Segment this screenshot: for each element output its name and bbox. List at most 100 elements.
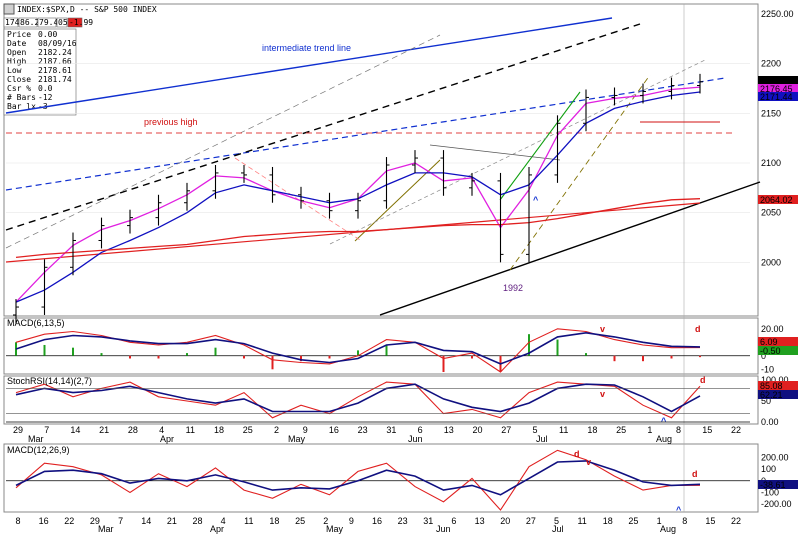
x-bottom-day: 9 bbox=[349, 516, 354, 526]
info-label: Csr % bbox=[7, 84, 31, 93]
x-bottom-day: 14 bbox=[141, 516, 151, 526]
trend-line bbox=[379, 181, 761, 316]
macd2-panel-frame bbox=[3, 443, 759, 513]
info-value: 0.00 bbox=[38, 30, 57, 39]
x-mid-day: 22 bbox=[731, 425, 741, 435]
info-box-bg bbox=[3, 28, 77, 116]
trend-line bbox=[5, 77, 726, 191]
mini-cell bbox=[56, 17, 68, 28]
x-bottom-day: 28 bbox=[192, 516, 202, 526]
price-badge-value: 2171.44 bbox=[760, 92, 793, 102]
macd2-tick-label: 100 bbox=[761, 464, 776, 474]
macd-signal-line bbox=[15, 331, 701, 365]
macd2-panel bbox=[6, 449, 750, 511]
macd-badge bbox=[758, 346, 798, 355]
trend-line bbox=[499, 91, 581, 201]
x-mid-day: 6 bbox=[418, 425, 423, 435]
x-bottom-day: 18 bbox=[269, 516, 279, 526]
chart-title: INDEX:$SPX,D -- S&P 500 INDEX bbox=[17, 5, 157, 14]
price-badge-value: 2176.45 bbox=[760, 84, 793, 94]
price-badge bbox=[758, 195, 798, 204]
x-bottom-day: 5 bbox=[554, 516, 559, 526]
x-bottom-month: Mar bbox=[98, 524, 114, 534]
x-mid-day: 31 bbox=[386, 425, 396, 435]
macd-badge bbox=[758, 337, 798, 346]
x-bottom-day: 11 bbox=[577, 516, 586, 526]
macd2-tick-label: -200.00 bbox=[761, 499, 792, 509]
mini-cell-value: 174 bbox=[5, 18, 20, 27]
x-mid-day: 21 bbox=[99, 425, 109, 435]
x-bottom-day: 27 bbox=[526, 516, 536, 526]
macd2-tick-label: 200.00 bbox=[761, 452, 789, 462]
price-tick-label: 2100 bbox=[761, 158, 781, 168]
x-bottom-day: 13 bbox=[475, 516, 485, 526]
macd-panel bbox=[6, 328, 750, 373]
macd-tick-label: 0 bbox=[761, 351, 766, 361]
trend-line bbox=[5, 23, 641, 231]
x-bottom-month: Jul bbox=[552, 524, 564, 534]
x-bottom-day: 23 bbox=[398, 516, 408, 526]
x-mid-month: Aug bbox=[656, 434, 672, 444]
mini-cell-value: 05 bbox=[58, 18, 68, 27]
window-icon[interactable] bbox=[3, 3, 15, 15]
x-bottom-day: 1 bbox=[657, 516, 662, 526]
long-ma-line bbox=[15, 198, 701, 259]
info-value: 2181.74 bbox=[38, 75, 72, 84]
stoch-y-axis: 100.00 50 0.00 bbox=[761, 375, 789, 427]
x-axis-bottom: 8 16 22 29 7 14 21 28 4 11 18 25 2 9 16 23 31 6 13 20 27 5 11 1… bbox=[15, 516, 741, 534]
x-mid-day: 1 bbox=[647, 425, 652, 435]
x-bottom-day: 20 bbox=[500, 516, 510, 526]
x-bottom-day: 31 bbox=[423, 516, 433, 526]
x-mid-day: 18 bbox=[587, 425, 597, 435]
x-bottom-day: 11 bbox=[244, 516, 253, 526]
macd2-title: MACD(12,26,9) bbox=[7, 445, 70, 455]
stoch-badge bbox=[758, 381, 798, 390]
stoch-badge bbox=[758, 390, 798, 399]
stoch-v-marker: v bbox=[600, 389, 605, 399]
macd2-d1-marker: d bbox=[574, 449, 580, 459]
info-value: -12 bbox=[38, 93, 53, 102]
x-bottom-day: 7 bbox=[118, 516, 123, 526]
x-bottom-month: Aug bbox=[660, 524, 676, 534]
price-badge-value: 2064.02 bbox=[760, 195, 793, 205]
x-mid-day: 28 bbox=[128, 425, 138, 435]
x-bottom-day: 29 bbox=[90, 516, 100, 526]
mini-cell-value: 86.28 bbox=[20, 18, 44, 27]
trend-line bbox=[509, 74, 651, 271]
info-label: # Bars bbox=[7, 93, 36, 102]
x-mid-month: Mar bbox=[28, 434, 44, 444]
macd-fast-line bbox=[15, 328, 701, 373]
x-mid-day: 23 bbox=[358, 425, 368, 435]
stoch-title: StochRSI(14,14)(2,7) bbox=[7, 376, 92, 386]
x-mid-day: 2 bbox=[274, 425, 279, 435]
trend-line bbox=[429, 144, 561, 161]
mini-cell-value: -1.99 bbox=[69, 18, 93, 27]
intermediate-trend-label: intermediate trend line bbox=[262, 43, 351, 53]
stoch-tick-label: 100.00 bbox=[761, 375, 789, 385]
macd-title: MACD(6,13,5) bbox=[7, 318, 65, 328]
x-bottom-day: 22 bbox=[64, 516, 74, 526]
info-label: Close bbox=[7, 75, 31, 84]
price-panel bbox=[5, 4, 761, 512]
macd2-badge bbox=[758, 480, 798, 489]
price-panel-frame bbox=[3, 3, 759, 317]
x-bottom-day: 2 bbox=[323, 516, 328, 526]
info-value: 2187.66 bbox=[38, 57, 72, 66]
x-mid-day: 20 bbox=[473, 425, 483, 435]
stoch-d-line bbox=[15, 383, 701, 413]
x-mid-day: 11 bbox=[559, 425, 568, 435]
stoch-panel bbox=[6, 381, 750, 423]
stoch-tick-label: 50 bbox=[761, 396, 771, 406]
x-mid-month: Jul bbox=[536, 434, 548, 444]
x-mid-day: 16 bbox=[329, 425, 339, 435]
price-tick-label: 2000 bbox=[761, 257, 781, 267]
x-mid-day: 25 bbox=[243, 425, 253, 435]
x-mid-month: May bbox=[288, 434, 306, 444]
x-bottom-day: 25 bbox=[628, 516, 638, 526]
x-axis-middle: 29 7 14 21 28 4 11 18 25 2 9 16 23 31 6 13 20 27 5 11 18 25 1 8… bbox=[13, 425, 741, 444]
caret-marker: ^ bbox=[533, 195, 539, 205]
x-bottom-day: 25 bbox=[295, 516, 305, 526]
price-tick-label: 2200 bbox=[761, 59, 781, 69]
x-bottom-day: 18 bbox=[603, 516, 613, 526]
